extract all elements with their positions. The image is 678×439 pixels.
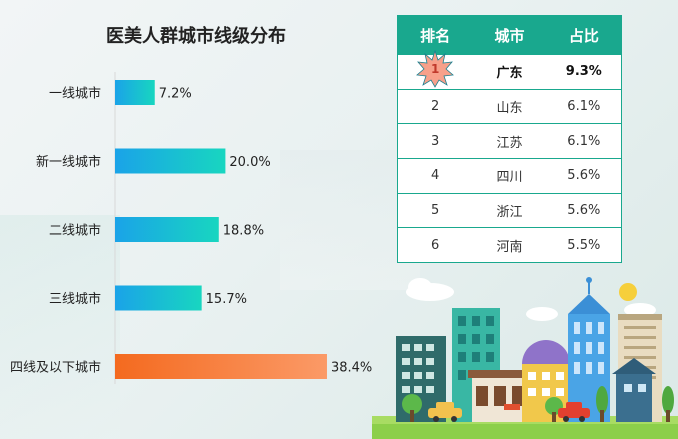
table-row: 2 山东 6.1%	[398, 88, 621, 124]
city-skyline-illustration	[372, 277, 678, 439]
city-share: 5.6%	[567, 168, 601, 184]
table-row: 6 河南 5.5%	[398, 227, 621, 262]
value-label: 38.4%	[331, 361, 372, 376]
header-share: 占比	[568, 26, 599, 45]
rank-number: 4	[431, 168, 440, 184]
city-share: 6.1%	[567, 133, 601, 149]
rank-number: 1	[430, 61, 440, 76]
city-share: 5.5%	[567, 237, 601, 253]
category-label: 新一线城市	[36, 154, 101, 170]
category-label: 一线城市	[49, 86, 101, 102]
bar	[115, 148, 226, 174]
value-label: 20.0%	[229, 155, 270, 170]
ranking-table: 排名 城市 占比 1 广东 9.3% 2 山东 6.1% 3 江苏 6.1% 4…	[397, 15, 622, 264]
header-city: 城市	[494, 26, 525, 45]
ranking-table-header: 排名 城市 占比	[398, 16, 621, 54]
rank-starburst-icon: 1	[416, 49, 455, 88]
city-share: 6.1%	[567, 99, 601, 115]
table-row: 4 四川 5.6%	[398, 158, 621, 193]
city-name: 江苏	[496, 135, 523, 151]
bar	[115, 285, 202, 311]
table-row: 3 江苏 6.1%	[398, 123, 621, 158]
table-row: 1 广东 9.3%	[398, 49, 621, 89]
city-name: 浙江	[496, 205, 523, 221]
chart-title: 医美人群城市线级分布	[106, 26, 286, 47]
category-label: 四线及以下城市	[10, 360, 101, 376]
bar	[115, 80, 155, 105]
city-name: 广东	[496, 66, 523, 82]
city-share: 9.3%	[565, 64, 602, 80]
city-name: 山东	[496, 101, 523, 117]
category-label: 三线城市	[49, 291, 101, 307]
background-shape	[280, 150, 420, 290]
table-row: 5 浙江 5.6%	[398, 192, 621, 228]
value-label: 15.7%	[206, 292, 247, 307]
background-shape	[0, 215, 120, 439]
rank-number: 2	[431, 99, 440, 115]
category-label: 二线城市	[49, 223, 101, 239]
city-share: 5.6%	[567, 203, 601, 219]
value-label: 7.2%	[159, 87, 192, 102]
rank-number: 5	[431, 203, 440, 219]
bar	[115, 354, 327, 379]
header-rank: 排名	[420, 26, 451, 45]
city-name: 河南	[496, 239, 523, 255]
bar	[115, 217, 219, 242]
city-name: 四川	[496, 170, 523, 186]
rank-number: 6	[431, 237, 440, 253]
bar-chart: 一线城市 7.2% 新一线城市 20.0% 二线城市 18.8% 三线城市 15.7% 四线及以…	[10, 72, 372, 384]
value-label: 18.8%	[223, 224, 264, 239]
rank-number: 3	[431, 133, 440, 149]
